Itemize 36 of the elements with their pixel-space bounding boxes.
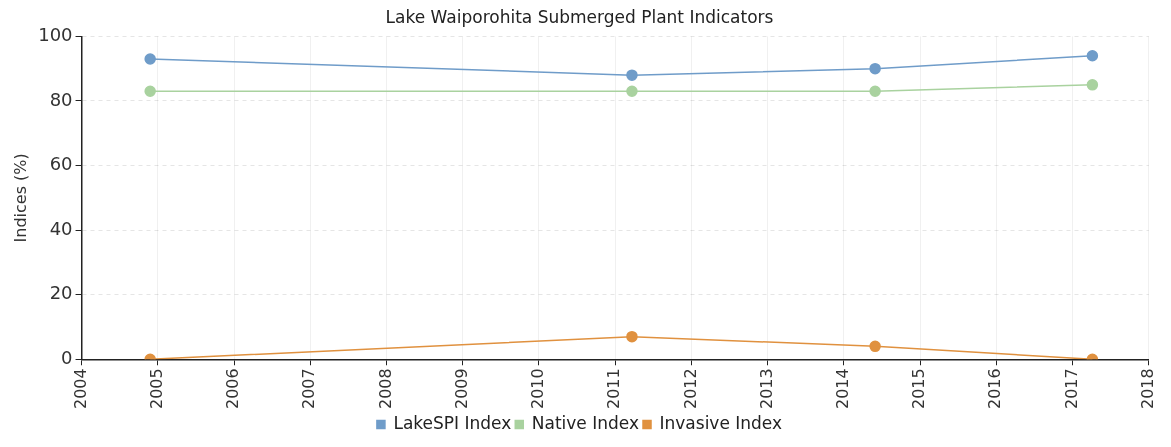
x-tick-label: 2004 [70,368,90,409]
x-tick-label: 2017 [1061,368,1081,409]
x-tick-label: 2014 [833,368,853,409]
x-tick-label: 2013 [756,368,776,409]
legend-label: Native Index [531,412,640,433]
x-tick-label: 2012 [680,368,700,409]
y-tick-label: 0 [61,346,73,368]
x-tick-label: 2011 [604,368,624,409]
legend-label: Invasive Index [659,412,783,433]
y-axis-title: Indices (%) [10,153,30,243]
point [626,85,638,98]
point [626,69,638,81]
y-tick-label: 100 [38,24,73,46]
point [869,85,881,98]
x-tick-label: 2009 [451,368,471,409]
y-tick-label: 60 [49,153,73,175]
point [1086,50,1099,62]
x-tick-label: 2018 [1137,368,1157,409]
point [1086,79,1099,91]
x-tick-label: 2008 [375,368,395,409]
y-tick-label: 20 [49,282,73,304]
point [869,340,881,353]
y-tick-label: 40 [49,217,73,239]
point [144,53,156,65]
y-tick-label: 80 [49,88,73,110]
x-tick-label: 2005 [146,368,166,409]
point [869,62,881,75]
x-tick-label: 2006 [223,368,243,409]
x-tick-label: 2007 [299,368,319,409]
x-tick-label: 2016 [985,368,1005,409]
point [626,330,638,343]
point [144,85,156,98]
legend-label: LakeSPI Index [393,412,512,433]
x-tick-label: 2015 [909,368,929,409]
chart-title: Lake Waiporohita Submerged Plant Indicators [385,6,774,27]
x-tick-label: 2010 [528,368,548,409]
